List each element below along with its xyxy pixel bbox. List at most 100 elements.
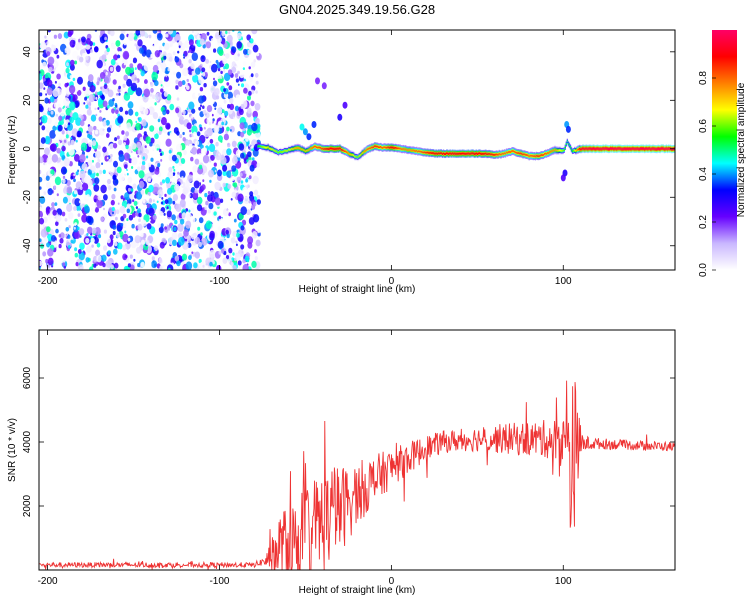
spectrogram-noise-region xyxy=(39,30,262,270)
signal-cell xyxy=(662,147,664,150)
noise-speckle xyxy=(39,238,42,242)
noise-speckle xyxy=(138,34,141,39)
signal-cell xyxy=(278,150,281,153)
y-tick-label: 40 xyxy=(22,46,33,58)
signal-cell xyxy=(260,145,262,148)
signal-cell xyxy=(522,153,524,156)
noise-speckle xyxy=(91,244,94,248)
signal-cell xyxy=(376,145,379,148)
spectrogram-scattered-features xyxy=(217,77,571,182)
noise-speckle xyxy=(190,207,195,213)
noise-speckle xyxy=(86,155,89,159)
signal-cell xyxy=(604,147,607,150)
signal-cell xyxy=(495,153,497,156)
noise-speckle xyxy=(114,95,120,102)
noise-speckle xyxy=(145,136,151,144)
noise-speckle xyxy=(42,236,49,245)
signal-cell xyxy=(610,147,612,150)
noise-speckle xyxy=(189,192,194,199)
noise-speckle xyxy=(46,226,51,233)
signal-cell xyxy=(553,149,555,152)
noise-speckle xyxy=(251,157,255,161)
noise-speckle xyxy=(97,107,100,110)
noise-speckle xyxy=(229,97,234,104)
noise-speckle xyxy=(49,130,56,139)
noise-speckle xyxy=(223,72,231,82)
noise-speckle xyxy=(150,157,154,162)
noise-speckle xyxy=(166,206,169,210)
noise-speckle xyxy=(212,80,218,87)
noise-speckle xyxy=(151,176,155,181)
noise-speckle xyxy=(93,263,97,268)
noise-speckle xyxy=(82,86,86,92)
noise-speckle xyxy=(39,176,43,183)
signal-cell xyxy=(534,155,537,158)
noise-speckle xyxy=(237,189,241,194)
signal-cell xyxy=(276,151,279,153)
signal-cell xyxy=(558,149,560,152)
noise-speckle xyxy=(230,237,236,244)
noise-speckle xyxy=(213,77,215,81)
noise-speckle xyxy=(246,159,249,163)
noise-speckle xyxy=(66,233,69,236)
noise-speckle xyxy=(240,244,245,250)
signal-cell xyxy=(386,146,388,149)
signal-cell xyxy=(363,150,365,153)
noise-speckle xyxy=(68,225,71,229)
signal-cell xyxy=(550,150,552,153)
noise-speckle xyxy=(85,30,89,35)
noise-speckle xyxy=(152,214,157,221)
noise-speckle xyxy=(61,130,65,135)
scattered-feature xyxy=(565,125,571,133)
signal-cell xyxy=(485,152,487,155)
noise-speckle xyxy=(135,120,138,124)
noise-speckle xyxy=(77,76,83,85)
noise-speckle xyxy=(230,262,234,267)
noise-speckle xyxy=(227,143,230,146)
noise-speckle xyxy=(102,146,107,153)
noise-speckle xyxy=(180,115,184,120)
noise-speckle xyxy=(123,92,131,101)
signal-cell xyxy=(320,146,322,149)
noise-speckle xyxy=(194,189,198,194)
spectrogram-y-axis-label: Frequency (Hz) xyxy=(7,116,18,185)
noise-speckle xyxy=(199,261,206,270)
noise-speckle xyxy=(145,260,152,269)
noise-speckle xyxy=(113,241,118,247)
signal-cell xyxy=(401,148,403,151)
noise-speckle xyxy=(191,70,195,75)
noise-speckle xyxy=(137,155,140,158)
noise-speckle xyxy=(102,121,107,127)
signal-cell xyxy=(283,150,285,153)
noise-speckle xyxy=(244,255,250,262)
noise-speckle xyxy=(231,140,237,148)
noise-speckle xyxy=(62,262,66,267)
signal-cell xyxy=(329,147,331,150)
noise-speckle xyxy=(49,143,56,152)
noise-speckle xyxy=(198,241,202,248)
noise-speckle xyxy=(99,36,106,44)
noise-speckle xyxy=(214,31,221,40)
noise-speckle xyxy=(226,126,230,132)
signal-cell xyxy=(501,152,504,155)
noise-speckle xyxy=(63,97,70,106)
signal-cell xyxy=(330,147,332,150)
signal-cell xyxy=(629,148,631,150)
noise-speckle xyxy=(195,140,200,146)
noise-speckle xyxy=(227,91,234,100)
signal-cell xyxy=(455,153,457,155)
noise-speckle xyxy=(110,199,115,206)
signal-cell xyxy=(400,148,402,150)
noise-speckle xyxy=(100,184,107,194)
signal-cell xyxy=(265,146,267,149)
signal-cell xyxy=(377,146,380,149)
noise-speckle xyxy=(181,176,184,180)
signal-cell xyxy=(556,149,558,152)
noise-speckle xyxy=(77,249,82,254)
figure-title: GN04.2025.349.19.56.G28 xyxy=(279,2,435,17)
noise-speckle xyxy=(222,208,229,217)
signal-cell xyxy=(417,150,419,153)
noise-speckle xyxy=(188,49,192,53)
signal-cell xyxy=(314,145,316,148)
